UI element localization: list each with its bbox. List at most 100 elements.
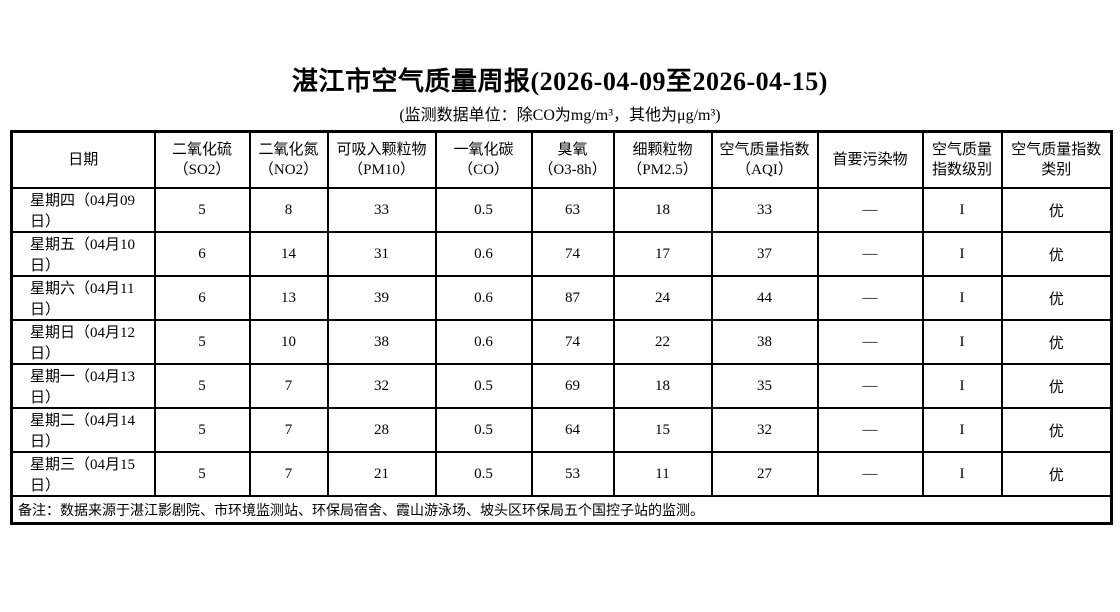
value-cell: 0.5 <box>434 451 533 497</box>
value-cell: 优 <box>1000 275 1113 321</box>
value-cell: 11 <box>612 451 713 497</box>
date-cell: 星期四（04月09日） <box>10 187 156 233</box>
value-cell: 0.5 <box>434 187 533 233</box>
value-cell: 优 <box>1000 231 1113 277</box>
column-header-1: 二氧化硫 （SO2） <box>153 130 251 189</box>
value-cell: 69 <box>530 363 615 409</box>
value-cell: — <box>816 275 924 321</box>
value-cell: 15 <box>612 407 713 453</box>
value-cell: 87 <box>530 275 615 321</box>
value-cell: 0.6 <box>434 231 533 277</box>
date-cell: 星期六（04月11日） <box>10 275 156 321</box>
value-cell: 5 <box>153 451 251 497</box>
table-row: 星期五（04月10日） 6 14 31 0.6 74 17 37— I 优 <box>10 231 1113 277</box>
value-cell: 0.6 <box>434 319 533 365</box>
value-cell: 5 <box>153 407 251 453</box>
value-cell: — <box>816 187 924 233</box>
value-cell: 53 <box>530 451 615 497</box>
value-cell: 74 <box>530 319 615 365</box>
value-cell: 18 <box>612 363 713 409</box>
value-cell: 0.6 <box>434 275 533 321</box>
air-quality-report-table: 日期 二氧化硫 （SO2） 二氧化氮 （NO2） 可吸入颗粒物 （PM10） 一氧化碳 （CO）… <box>10 130 1113 525</box>
date-cell: 星期二（04月14日） <box>10 407 156 453</box>
value-cell: 7 <box>248 407 329 453</box>
column-header-3: 可吸入颗粒物 （PM10） <box>326 130 437 189</box>
value-cell: 10 <box>248 319 329 365</box>
value-cell: — <box>816 363 924 409</box>
value-cell: 优 <box>1000 363 1113 409</box>
value-cell: 22 <box>612 319 713 365</box>
value-cell: 优 <box>1000 319 1113 365</box>
value-cell: 38 <box>710 319 819 365</box>
table-row: 星期二（04月14日） 5 7 28 0.5 64 15 32— I 优 <box>10 407 1113 453</box>
value-cell: 6 <box>153 275 251 321</box>
value-cell: 74 <box>530 231 615 277</box>
value-cell: 7 <box>248 363 329 409</box>
date-cell: 星期五（04月10日） <box>10 231 156 277</box>
value-cell: 优 <box>1000 407 1113 453</box>
value-cell: — <box>816 407 924 453</box>
value-cell: 7 <box>248 451 329 497</box>
table-note: 备注：数据来源于湛江影剧院、市环境监测站、环保局宿舍、霞山游泳场、坡头区环保局五… <box>10 495 1113 525</box>
column-header-8: 首要污染物 <box>816 130 924 189</box>
column-header-0: 日期 <box>10 130 156 189</box>
value-cell: 32 <box>710 407 819 453</box>
value-cell: I <box>921 275 1003 321</box>
value-cell: 0.5 <box>434 363 533 409</box>
value-cell: 13 <box>248 275 329 321</box>
value-cell: 21 <box>326 451 437 497</box>
table-row: 星期一（04月13日） 5 7 32 0.5 69 18 35— I 优 <box>10 363 1113 409</box>
table-row: 星期三（04月15日） 5 7 21 0.5 53 11 27— I 优 <box>10 451 1113 497</box>
header-row: 日期 二氧化硫 （SO2） 二氧化氮 （NO2） 可吸入颗粒物 （PM10） 一氧化碳 （CO）… <box>10 130 1113 189</box>
value-cell: 5 <box>153 363 251 409</box>
value-cell: — <box>816 231 924 277</box>
column-header-5: 臭氧 （O3-8h） <box>530 130 615 189</box>
value-cell: 8 <box>248 187 329 233</box>
value-cell: 39 <box>326 275 437 321</box>
date-cell: 星期日（04月12日） <box>10 319 156 365</box>
value-cell: 63 <box>530 187 615 233</box>
column-header-7: 空气质量指数 （AQI） <box>710 130 819 189</box>
value-cell: 0.5 <box>434 407 533 453</box>
value-cell: 优 <box>1000 451 1113 497</box>
note-row: 备注：数据来源于湛江影剧院、市环境监测站、环保局宿舍、霞山游泳场、坡头区环保局五… <box>10 495 1113 525</box>
value-cell: 44 <box>710 275 819 321</box>
date-cell: 星期三（04月15日） <box>10 451 156 497</box>
value-cell: I <box>921 363 1003 409</box>
value-cell: 33 <box>326 187 437 233</box>
column-header-6: 细颗粒物 （PM2.5） <box>612 130 713 189</box>
value-cell: 优 <box>1000 187 1113 233</box>
value-cell: 35 <box>710 363 819 409</box>
table-row: 星期六（04月11日） 6 13 39 0.6 87 24 44— I 优 <box>10 275 1113 321</box>
value-cell: 18 <box>612 187 713 233</box>
value-cell: I <box>921 319 1003 365</box>
value-cell: — <box>816 451 924 497</box>
value-cell: I <box>921 407 1003 453</box>
value-cell: 38 <box>326 319 437 365</box>
value-cell: 14 <box>248 231 329 277</box>
value-cell: 17 <box>612 231 713 277</box>
column-header-2: 二氧化氮 （NO2） <box>248 130 329 189</box>
page-subtitle: (监测数据单位：除CO为mg/m³，其他为μg/m³) <box>399 107 721 124</box>
value-cell: 64 <box>530 407 615 453</box>
value-cell: 6 <box>153 231 251 277</box>
value-cell: 32 <box>326 363 437 409</box>
column-header-10: 空气质量指数 类别 <box>1000 130 1113 189</box>
value-cell: I <box>921 187 1003 233</box>
value-cell: 31 <box>326 231 437 277</box>
value-cell: 28 <box>326 407 437 453</box>
value-cell: 24 <box>612 275 713 321</box>
value-cell: I <box>921 451 1003 497</box>
date-cell: 星期一（04月13日） <box>10 363 156 409</box>
value-cell: 5 <box>153 319 251 365</box>
value-cell: I <box>921 231 1003 277</box>
value-cell: 27 <box>710 451 819 497</box>
value-cell: 5 <box>153 187 251 233</box>
value-cell: 33 <box>710 187 819 233</box>
column-header-4: 一氧化碳 （CO） <box>434 130 533 189</box>
table-row: 星期四（04月09日） 5 8 33 0.5 63 18 33— I 优 <box>10 187 1113 233</box>
table-row: 星期日（04月12日） 5 10 38 0.6 74 22 38— I 优 <box>10 319 1113 365</box>
value-cell: 37 <box>710 231 819 277</box>
value-cell: — <box>816 319 924 365</box>
column-header-9: 空气质量 指数级别 <box>921 130 1003 189</box>
